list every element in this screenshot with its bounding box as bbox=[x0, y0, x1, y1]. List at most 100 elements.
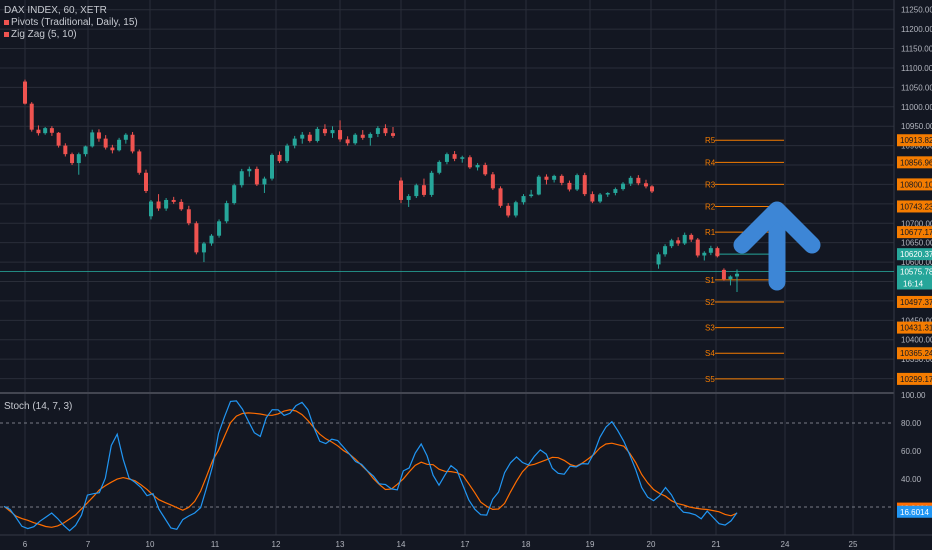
time-tick-label: 11 bbox=[211, 540, 220, 549]
candle-body bbox=[613, 189, 618, 193]
pivot-label-s2: S2 bbox=[705, 298, 715, 307]
candle-body bbox=[345, 139, 350, 144]
candle-body bbox=[663, 246, 668, 255]
candle-body bbox=[285, 145, 290, 162]
price-tick-label: 10700.00 bbox=[901, 219, 932, 228]
candle-body bbox=[498, 188, 503, 206]
candle-body bbox=[49, 128, 54, 133]
stoch-k-tag-label: 16.6014 bbox=[900, 508, 929, 517]
stoch-tick-label: 80.00 bbox=[901, 419, 922, 428]
candle-body bbox=[117, 139, 122, 151]
candle-body bbox=[483, 165, 488, 175]
up-arrow-head bbox=[733, 201, 821, 254]
legend-pivots[interactable]: Pivots (Traditional, Daily, 15) bbox=[4, 17, 138, 28]
zigzag-color-icon bbox=[4, 31, 9, 37]
candle-body bbox=[29, 103, 34, 130]
price-tick-label: 10450.00 bbox=[901, 316, 932, 325]
time-tick-label: 6 bbox=[23, 540, 28, 549]
pivot-label-r3: R3 bbox=[705, 180, 716, 189]
candle-body bbox=[676, 240, 681, 244]
time-tick-label: 10 bbox=[146, 540, 155, 549]
price-tick-label: 11250.00 bbox=[901, 6, 932, 15]
pivot-axis-tag-label: 10365.24 bbox=[900, 349, 932, 358]
time-tick-label: 19 bbox=[586, 540, 595, 549]
candle-body bbox=[460, 157, 465, 159]
candle-body bbox=[23, 81, 27, 104]
candle-body bbox=[644, 183, 648, 187]
candle-body bbox=[383, 128, 388, 134]
candle-body bbox=[300, 134, 305, 139]
price-tick-label: 11100.00 bbox=[901, 64, 932, 73]
pivot-axis-tag bbox=[897, 178, 932, 191]
pivot-label-r4: R4 bbox=[705, 158, 716, 167]
candle-body bbox=[36, 129, 41, 134]
legend-zigzag[interactable]: Zig Zag (5, 10) bbox=[4, 29, 77, 40]
candle-body bbox=[421, 185, 426, 195]
pivot-label-s3: S3 bbox=[705, 324, 715, 333]
pivot-p-axis-tag-label: 10620.37 bbox=[900, 250, 932, 259]
candle-body bbox=[83, 146, 88, 155]
candle-body bbox=[164, 199, 169, 209]
candle-body bbox=[590, 194, 595, 202]
price-tick-label: 11000.00 bbox=[901, 103, 932, 112]
legend-stoch-text: Stoch (14, 7, 3) bbox=[4, 401, 73, 412]
candle-body bbox=[467, 157, 472, 168]
candle-body bbox=[70, 154, 75, 164]
candle-body bbox=[209, 235, 214, 244]
candle-body bbox=[368, 133, 373, 138]
candle-body bbox=[513, 202, 518, 216]
stoch-tick-label: 40.00 bbox=[901, 475, 922, 484]
candle-body bbox=[715, 248, 720, 257]
stoch-tick-label: 100.00 bbox=[901, 391, 926, 400]
candle-body bbox=[529, 194, 534, 197]
pivot-label-r1: R1 bbox=[705, 228, 716, 237]
price-tick-label: 11200.00 bbox=[901, 25, 932, 34]
pivot-label-r2: R2 bbox=[705, 202, 716, 211]
candle-body bbox=[232, 185, 237, 204]
pivot-axis-tag bbox=[897, 347, 932, 360]
candle-body bbox=[444, 154, 449, 162]
candle-body bbox=[90, 132, 95, 147]
candle-body bbox=[391, 133, 395, 136]
pivot-axis-tag-label: 10800.10 bbox=[900, 180, 932, 189]
countdown-tag-label: 16:14 bbox=[903, 279, 924, 288]
candle-body bbox=[179, 201, 184, 210]
candle-body bbox=[721, 269, 726, 280]
stoch-k-tag bbox=[897, 505, 932, 518]
candle-body bbox=[43, 128, 48, 134]
price-tick-label: 10650.00 bbox=[901, 239, 932, 248]
candle-body bbox=[506, 205, 511, 216]
time-tick-label: 13 bbox=[336, 540, 345, 549]
candle-body bbox=[156, 201, 161, 209]
candle-body bbox=[429, 172, 434, 195]
candle-body bbox=[262, 178, 267, 185]
pivot-axis-tag-label: 10856.96 bbox=[900, 158, 932, 167]
candle-body bbox=[406, 196, 411, 200]
pivot-axis-tag-label: 10299.17 bbox=[900, 375, 932, 384]
pivot-label-s1: S1 bbox=[705, 276, 715, 285]
time-axis: 6 7 10 11 12 13 14 17 18 19 20 21 24 25 bbox=[23, 540, 858, 549]
candle-body bbox=[353, 134, 358, 144]
candle-body bbox=[217, 221, 222, 236]
legend-stoch[interactable]: Stoch (14, 7, 3) bbox=[4, 401, 72, 412]
candle-body bbox=[559, 175, 564, 183]
candle-body bbox=[582, 175, 587, 195]
candle-body bbox=[247, 168, 252, 172]
candle-body bbox=[292, 138, 297, 146]
legend-title-text: DAX INDEX, 60, XETR bbox=[4, 5, 107, 16]
price-tick-label: 11150.00 bbox=[901, 45, 932, 54]
candle-body bbox=[552, 175, 557, 180]
pivot-axis-tag-label: 10677.17 bbox=[900, 228, 932, 237]
legend-title: DAX INDEX, 60, XETR bbox=[4, 5, 107, 16]
candle-body bbox=[702, 252, 707, 256]
candle-body bbox=[103, 138, 108, 148]
candle-body bbox=[56, 132, 61, 146]
candle-body bbox=[96, 132, 101, 139]
time-tick-label: 24 bbox=[781, 540, 790, 549]
candle-body bbox=[330, 130, 335, 134]
price-tick-label: 10400.00 bbox=[901, 336, 932, 345]
pivot-axis-tag bbox=[897, 321, 932, 334]
candle-body bbox=[322, 128, 327, 134]
